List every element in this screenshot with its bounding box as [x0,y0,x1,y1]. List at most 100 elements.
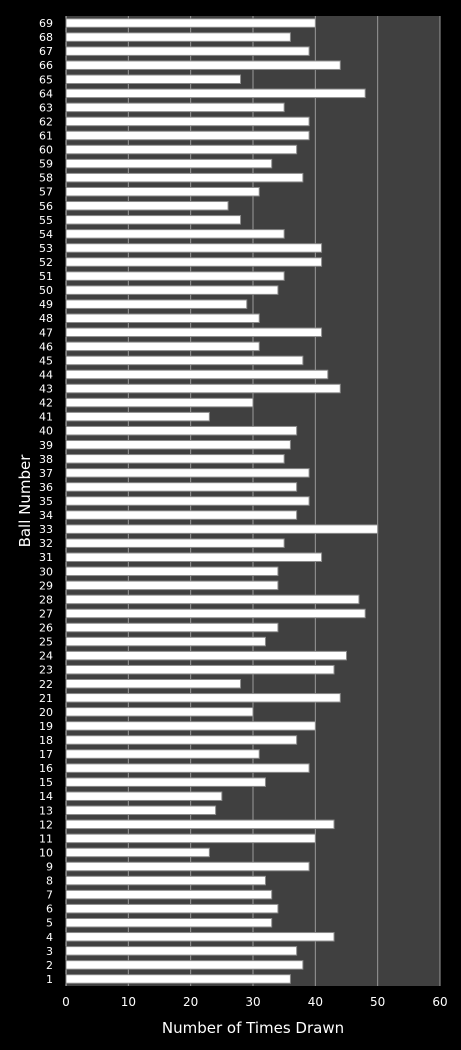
y-tick-label: 34 [39,509,53,522]
y-tick-label: 49 [39,298,53,311]
bar-ball-44 [65,369,329,380]
bar-ball-56 [65,201,229,211]
y-tick-label: 30 [39,565,53,578]
y-tick-label: 44 [39,368,53,381]
y-axis-label: Ball Number [16,454,34,548]
y-tick-label: 67 [39,45,53,58]
bar-ball-8 [65,875,266,886]
y-tick-label: 18 [39,734,53,747]
bar-ball-48 [65,313,260,323]
bar-ball-54 [65,229,285,239]
bar-ball-32 [65,538,285,548]
bar-ball-11 [65,833,316,844]
y-tick-label: 50 [39,284,53,297]
bar-ball-30 [65,566,279,577]
y-tick-label: 9 [46,861,53,874]
y-tick-label: 19 [39,720,53,733]
bar-ball-27 [65,608,366,619]
bar-ball-53 [65,243,323,253]
y-tick-label: 22 [39,678,53,691]
x-tick-label: 50 [370,995,385,1009]
bar-ball-41 [65,411,210,422]
y-tick-label: 48 [39,312,53,325]
y-tick-label: 17 [39,748,53,761]
y-tick-label: 25 [39,636,53,649]
bar-ball-49 [65,299,248,309]
y-tick-label: 5 [46,917,53,930]
bar-ball-3 [65,946,298,956]
bar-ball-2 [65,960,304,970]
bar-ball-51 [65,271,285,281]
y-tick-label: 8 [46,875,53,888]
y-tick-label: 11 [39,832,53,845]
y-tick-label: 23 [39,664,53,677]
bar-ball-57 [65,186,260,197]
y-tick-label: 33 [39,523,53,536]
x-tick-label: 20 [183,995,198,1009]
y-tick-label: 63 [39,101,53,114]
y-tick-label: 31 [39,551,53,564]
y-tick-label: 66 [39,59,53,72]
bar-ball-59 [65,158,273,169]
bar-ball-55 [65,215,242,225]
y-tick-label: 64 [39,87,53,100]
bar-ball-52 [65,257,323,267]
x-tick-label: 30 [245,995,260,1009]
bar-ball-67 [65,46,310,56]
y-tick-label: 60 [39,144,53,157]
bar-ball-10 [65,847,210,858]
y-tick-label: 36 [39,481,53,494]
y-tick-label: 65 [39,73,53,86]
bar-ball-45 [65,355,304,366]
bar-ball-23 [65,664,335,675]
bar-ball-24 [65,650,347,661]
bar-ball-63 [65,102,285,113]
y-tick-label: 42 [39,397,53,410]
x-tick-label: 40 [308,995,323,1009]
y-tick-label: 20 [39,706,53,719]
y-tick-label: 56 [39,200,53,213]
y-tick-label: 47 [39,326,53,339]
bar-ball-40 [65,425,298,436]
y-tick-label: 28 [39,593,53,606]
y-tick-label: 14 [39,790,53,803]
y-tick-label: 51 [39,270,53,283]
y-tick-label: 68 [39,31,53,44]
y-tick-label: 26 [39,622,53,635]
y-tick-label: 45 [39,354,53,367]
bar-ball-16 [65,763,310,773]
y-tick-label: 1 [46,973,53,986]
y-tick-label: 4 [46,931,53,944]
y-tick-label: 7 [46,889,53,902]
bar-ball-34 [65,510,298,520]
y-tick-label: 35 [39,495,53,508]
bar-ball-68 [65,32,291,42]
bar-ball-22 [65,679,242,689]
y-tick-label: 41 [39,411,53,424]
bar-ball-62 [65,116,310,127]
y-tick-label: 53 [39,242,53,255]
y-tick-label: 46 [39,340,53,353]
bar-ball-17 [65,749,260,759]
bar-ball-13 [65,805,217,816]
y-tick-label: 12 [39,818,53,831]
bar-ball-46 [65,341,260,352]
y-tick-label: 40 [39,425,53,438]
bar-ball-39 [65,440,291,450]
bars [65,18,379,984]
bar-ball-69 [65,18,316,28]
bar-ball-6 [65,903,279,914]
x-axis-label: Number of Times Drawn [162,1019,344,1037]
bar-ball-9 [65,861,310,872]
y-tick-label: 15 [39,776,53,789]
y-tick-label: 61 [39,129,53,142]
y-tick-label: 6 [46,903,53,916]
y-tick-label: 69 [39,17,53,30]
y-tick-label: 37 [39,467,53,480]
bar-ball-60 [65,144,298,155]
x-tick-label: 60 [432,995,447,1009]
bar-ball-14 [65,791,223,801]
y-tick-label: 3 [46,945,53,958]
y-tick-label: 38 [39,453,53,466]
y-tick-label: 27 [39,607,53,620]
